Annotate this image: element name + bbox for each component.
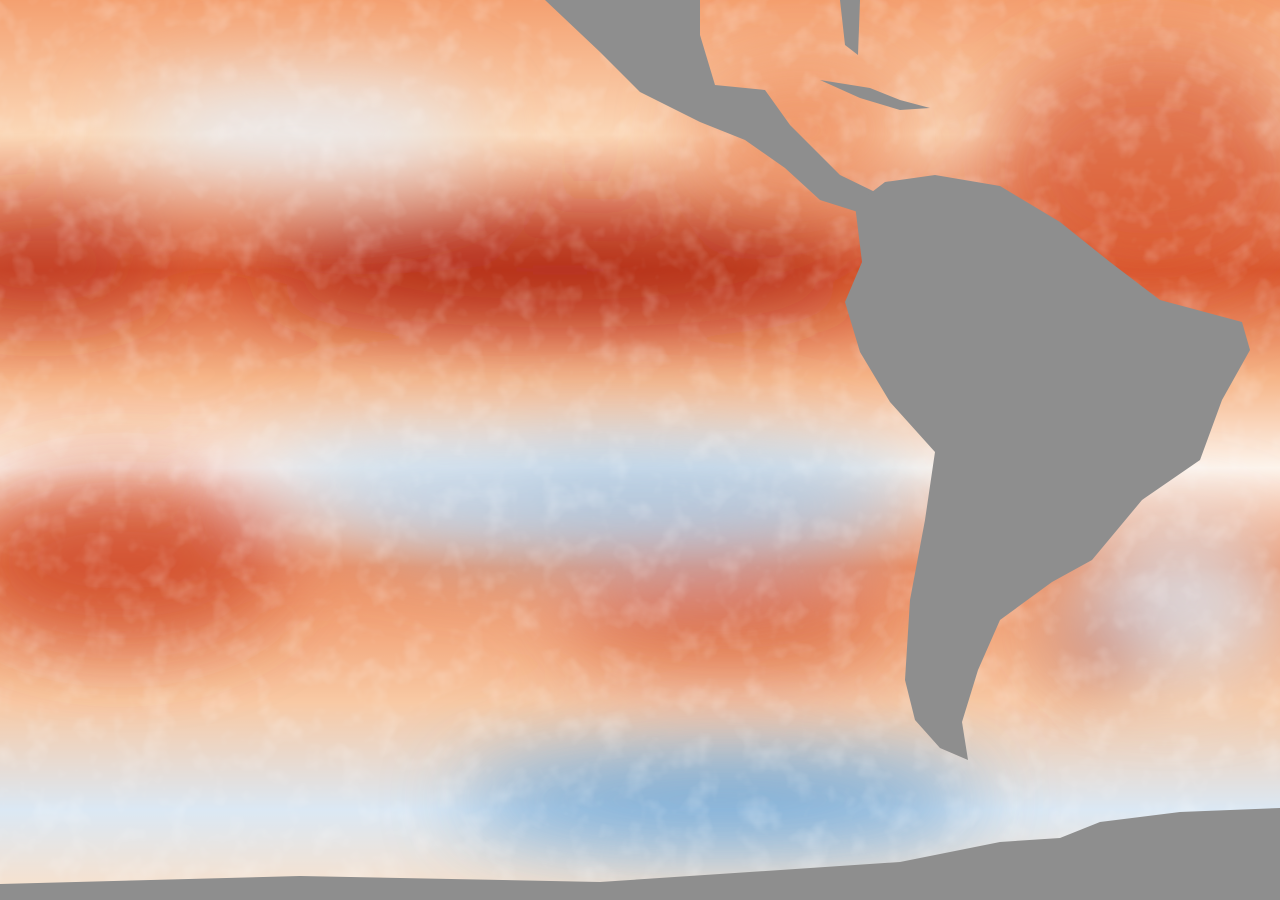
central-america: [545, 0, 875, 212]
caribbean-island: [820, 80, 930, 110]
antarctica: [0, 808, 1280, 900]
south-america: [845, 175, 1250, 760]
north-america: [840, 0, 860, 55]
